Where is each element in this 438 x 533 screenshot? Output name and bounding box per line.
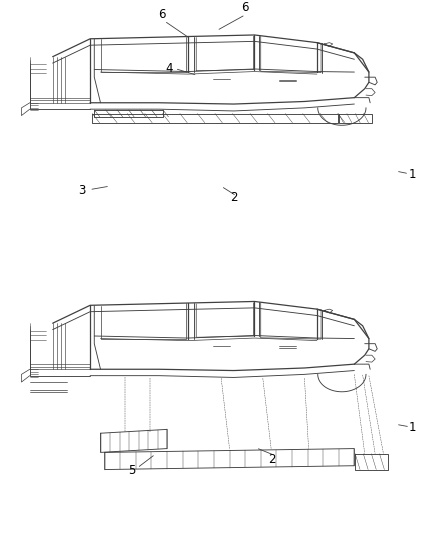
Text: 2: 2 xyxy=(268,453,276,466)
Text: 4: 4 xyxy=(165,62,173,75)
Text: 6: 6 xyxy=(158,9,166,21)
Text: 3: 3 xyxy=(79,184,86,197)
Text: 1: 1 xyxy=(409,421,417,434)
Text: 5: 5 xyxy=(128,464,135,477)
Text: 2: 2 xyxy=(230,191,238,204)
Text: 6: 6 xyxy=(241,2,249,14)
Text: 1: 1 xyxy=(408,168,416,181)
